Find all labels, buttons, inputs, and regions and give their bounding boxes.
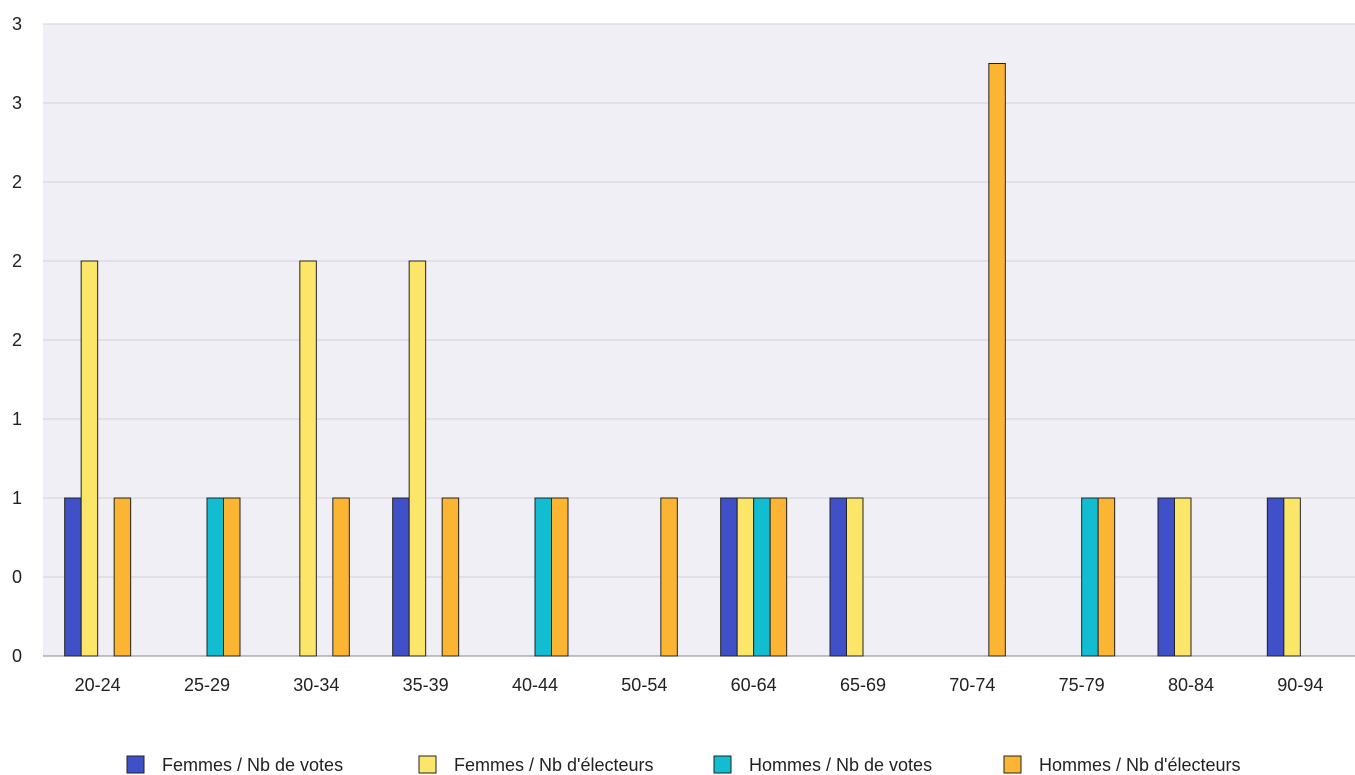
y-tick-label: 0 [12, 567, 22, 587]
bar [753, 497, 771, 657]
legend-swatch [713, 755, 732, 774]
y-tick-label: 1 [12, 488, 22, 508]
x-tick-label: 30-34 [293, 675, 339, 695]
x-tick-label: 20-24 [75, 675, 121, 695]
y-tick-label: 0 [12, 646, 22, 666]
gridlines [43, 23, 1355, 657]
bar [80, 260, 99, 657]
bar [64, 497, 82, 657]
legend-label: Femmes / Nb de votes [162, 755, 343, 775]
legend-label: Femmes / Nb d'électeurs [454, 755, 654, 775]
bar [1157, 497, 1175, 657]
bar [299, 260, 317, 657]
bar [1266, 497, 1285, 657]
x-tick-label: 80-84 [1168, 675, 1214, 695]
bar [392, 497, 410, 657]
bar [551, 497, 569, 657]
y-tick-label: 2 [12, 172, 22, 192]
y-tick-label: 2 [12, 330, 22, 350]
legend-swatch [126, 755, 145, 774]
x-tick-label: 65-69 [840, 675, 886, 695]
bar [1283, 497, 1301, 657]
bar [534, 497, 552, 657]
legend: Femmes / Nb de votes Femmes / Nb d'électe… [126, 755, 1241, 775]
bar [660, 497, 678, 657]
x-tick-label: 60-64 [731, 675, 777, 695]
bar [408, 260, 427, 657]
bar [720, 497, 738, 657]
bar [1097, 497, 1116, 657]
bar [113, 497, 132, 657]
y-tick-label: 3 [12, 14, 22, 34]
x-tick-label: 75-79 [1059, 675, 1105, 695]
x-tick-label: 70-74 [949, 675, 995, 695]
bar [736, 497, 755, 657]
bar [223, 497, 241, 657]
x-tick-label: 50-54 [621, 675, 667, 695]
legend-label: Hommes / Nb d'électeurs [1039, 755, 1241, 775]
legend-swatch [418, 755, 437, 774]
x-axis-ticks: 20-24 25-29 30-34 35-39 40-44 50-54 60-64 65-69… [75, 675, 1324, 695]
x-tick-label: 25-29 [184, 675, 230, 695]
x-tick-label: 90-94 [1277, 675, 1323, 695]
bar [829, 497, 847, 657]
legend-label: Hommes / Nb de votes [749, 755, 932, 775]
bar [441, 497, 460, 657]
y-axis-ticks: 0 0 1 1 2 2 2 3 3 [12, 14, 22, 666]
bar [206, 497, 224, 657]
x-tick-label: 40-44 [512, 675, 558, 695]
y-tick-label: 3 [12, 93, 22, 113]
bar [769, 497, 788, 657]
y-tick-label: 1 [12, 409, 22, 429]
x-tick-label: 35-39 [403, 675, 449, 695]
bar [988, 63, 1006, 657]
bar [332, 497, 350, 657]
y-tick-label: 2 [12, 251, 22, 271]
bar [1174, 497, 1192, 657]
bar [846, 497, 864, 657]
bar [1081, 497, 1099, 657]
bars [64, 63, 1301, 657]
legend-swatch [1003, 755, 1022, 774]
